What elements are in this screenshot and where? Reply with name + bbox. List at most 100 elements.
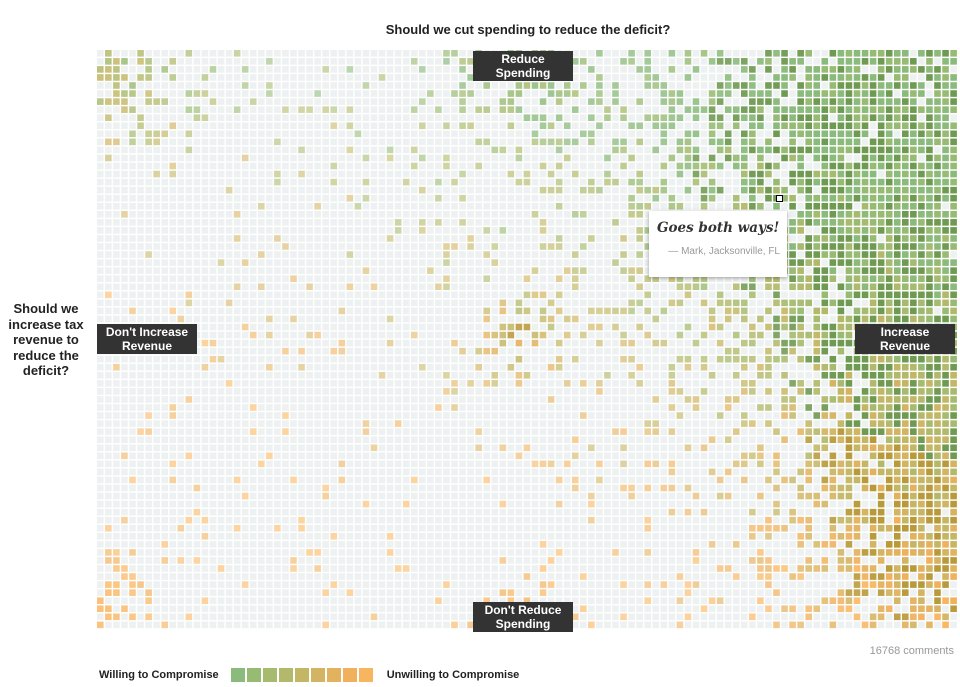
comment-cell[interactable]: [910, 202, 917, 210]
comment-cell[interactable]: [741, 146, 748, 154]
comment-cell[interactable]: [563, 331, 571, 339]
comment-cell[interactable]: [410, 122, 418, 130]
comment-cell[interactable]: [499, 138, 507, 146]
comment-cell[interactable]: [918, 130, 925, 138]
comment-cell[interactable]: [491, 146, 499, 154]
comment-cell[interactable]: [338, 283, 346, 291]
comment-cell[interactable]: [169, 380, 177, 387]
comment-cell[interactable]: [443, 186, 450, 194]
comment-cell[interactable]: [869, 283, 877, 291]
comment-cell[interactable]: [620, 235, 627, 242]
comment-cell[interactable]: [547, 299, 555, 307]
comment-cell[interactable]: [942, 122, 949, 130]
comment-cell[interactable]: [652, 146, 660, 154]
comment-cell[interactable]: [491, 283, 499, 291]
comment-cell[interactable]: [233, 211, 241, 218]
comment-cell[interactable]: [314, 420, 321, 427]
comment-cell[interactable]: [571, 307, 579, 315]
comment-cell[interactable]: [580, 66, 587, 73]
comment-cell[interactable]: [837, 299, 845, 307]
comment-cell[interactable]: [845, 66, 853, 73]
comment-cell[interactable]: [789, 299, 796, 307]
comment-cell[interactable]: [402, 235, 410, 242]
comment-cell[interactable]: [942, 154, 949, 162]
comment-cell[interactable]: [161, 315, 168, 323]
comment-cell[interactable]: [370, 396, 378, 403]
comment-cell[interactable]: [853, 235, 861, 242]
comment-cell[interactable]: [660, 331, 668, 339]
comment-cell[interactable]: [539, 404, 547, 411]
comment-cell[interactable]: [612, 380, 619, 387]
comment-cell[interactable]: [507, 404, 515, 411]
comment-cell[interactable]: [829, 219, 837, 226]
comment-cell[interactable]: [354, 146, 362, 154]
comment-cell[interactable]: [161, 146, 168, 154]
comment-cell[interactable]: [266, 146, 273, 154]
comment-cell[interactable]: [877, 307, 885, 315]
comment-cell[interactable]: [354, 219, 362, 226]
comment-cell[interactable]: [910, 283, 917, 291]
comment-cell[interactable]: [668, 355, 676, 363]
comment-cell[interactable]: [499, 267, 507, 274]
comment-cell[interactable]: [491, 363, 499, 371]
comment-cell[interactable]: [660, 283, 668, 291]
comment-cell[interactable]: [145, 146, 152, 154]
comment-cell[interactable]: [869, 50, 877, 57]
comment-cell[interactable]: [346, 211, 354, 218]
comment-cell[interactable]: [105, 106, 112, 113]
comment-cell[interactable]: [813, 82, 821, 89]
comment-cell[interactable]: [274, 211, 281, 218]
comment-cell[interactable]: [596, 355, 603, 363]
comment-cell[interactable]: [604, 114, 611, 121]
comment-cell[interactable]: [97, 380, 104, 387]
comment-cell[interactable]: [410, 251, 418, 258]
comment-cell[interactable]: [789, 98, 796, 105]
comment-cell[interactable]: [394, 412, 402, 419]
comment-cell[interactable]: [145, 355, 152, 363]
comment-cell[interactable]: [724, 114, 732, 121]
comment-cell[interactable]: [225, 323, 233, 331]
comment-cell[interactable]: [314, 267, 321, 274]
comment-cell[interactable]: [346, 275, 354, 282]
comment-cell[interactable]: [459, 267, 466, 274]
comment-cell[interactable]: [225, 235, 233, 242]
comment-cell[interactable]: [684, 283, 692, 291]
comment-cell[interactable]: [459, 307, 466, 315]
comment-cell[interactable]: [354, 363, 362, 371]
comment-cell[interactable]: [435, 74, 442, 81]
comment-cell[interactable]: [451, 194, 458, 202]
comment-cell[interactable]: [483, 355, 490, 363]
comment-cell[interactable]: [322, 315, 329, 323]
comment-cell[interactable]: [781, 396, 788, 403]
comment-cell[interactable]: [580, 130, 587, 138]
comment-cell[interactable]: [555, 114, 563, 121]
comment-cell[interactable]: [306, 283, 313, 291]
comment-cell[interactable]: [732, 404, 740, 411]
comment-cell[interactable]: [161, 170, 168, 178]
comment-cell[interactable]: [97, 114, 104, 121]
comment-cell[interactable]: [394, 227, 402, 234]
comment-cell[interactable]: [829, 355, 837, 363]
comment-cell[interactable]: [596, 227, 603, 234]
comment-cell[interactable]: [805, 219, 812, 226]
comment-cell[interactable]: [129, 267, 136, 274]
comment-cell[interactable]: [201, 66, 209, 73]
comment-cell[interactable]: [781, 106, 788, 113]
comment-cell[interactable]: [660, 355, 668, 363]
comment-cell[interactable]: [902, 130, 909, 138]
comment-cell[interactable]: [644, 388, 651, 395]
comment-cell[interactable]: [201, 339, 209, 347]
comment-cell[interactable]: [435, 114, 442, 121]
comment-cell[interactable]: [797, 315, 804, 323]
comment-cell[interactable]: [145, 82, 152, 89]
comment-cell[interactable]: [821, 227, 829, 234]
comment-cell[interactable]: [902, 186, 909, 194]
comment-cell[interactable]: [773, 291, 780, 299]
comment-cell[interactable]: [765, 291, 772, 299]
comment-cell[interactable]: [555, 170, 563, 178]
comment-cell[interactable]: [797, 74, 804, 81]
comment-cell[interactable]: [507, 186, 515, 194]
comment-cell[interactable]: [765, 331, 772, 339]
comment-cell[interactable]: [716, 106, 724, 113]
comment-cell[interactable]: [322, 323, 329, 331]
